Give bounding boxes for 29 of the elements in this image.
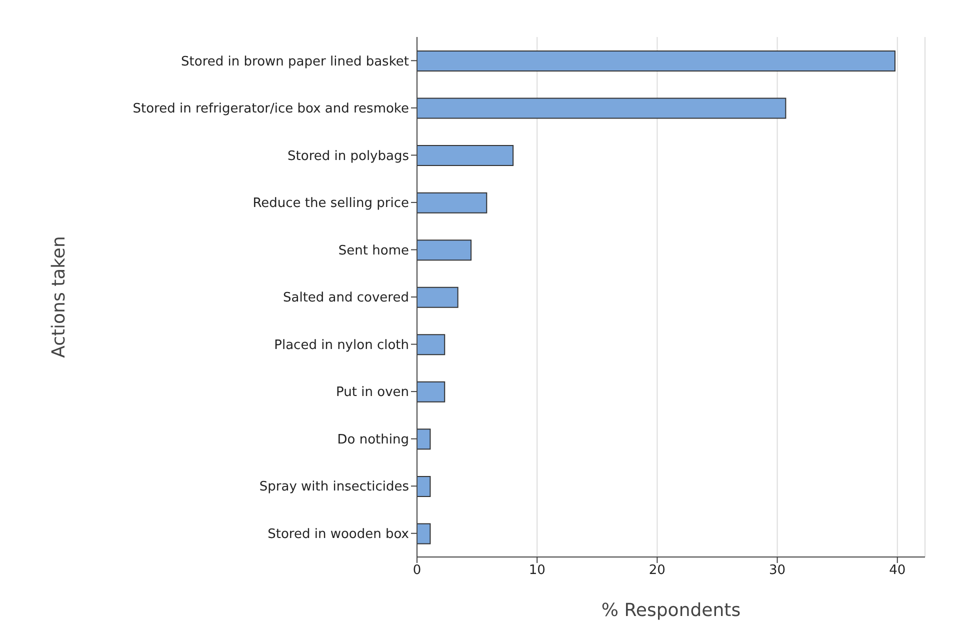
y-tick-label: Stored in refrigerator/ice box and resmoke — [132, 102, 409, 117]
y-axis-title: Actions taken — [48, 236, 70, 358]
bar — [417, 192, 488, 214]
bar — [417, 334, 446, 356]
bar — [417, 476, 431, 497]
y-tick-label: Salted and covered — [282, 290, 409, 306]
x-tick-label: 0 — [412, 563, 422, 578]
bar — [417, 381, 446, 402]
y-tick-label: Stored in wooden box — [268, 526, 410, 542]
y-tick-label: Do nothing — [337, 432, 409, 448]
y-tick-label: Reduce the selling price — [252, 196, 409, 212]
y-tick-label: Spray with insecticides — [259, 480, 410, 495]
bar — [417, 240, 472, 261]
y-tick-label: Stored in brown paper lined basket — [181, 54, 409, 70]
x-tick-label: 30 — [769, 563, 786, 578]
y-tick-label: Placed in nylon cloth — [274, 338, 409, 353]
x-tick-label: 10 — [528, 563, 546, 578]
y-tick-label: Stored in polybags — [288, 148, 410, 164]
bar — [417, 98, 786, 119]
x-tick-label: 20 — [648, 563, 666, 578]
bar — [417, 286, 458, 308]
x-tick-label: 40 — [889, 563, 906, 578]
y-tick-label: Put in oven — [336, 385, 409, 400]
x-axis-title: % Respondents — [601, 600, 741, 621]
bar — [417, 50, 896, 72]
bar — [417, 428, 431, 450]
bar — [417, 145, 514, 166]
bar — [417, 523, 431, 544]
y-tick-label: Sent home — [338, 243, 409, 258]
